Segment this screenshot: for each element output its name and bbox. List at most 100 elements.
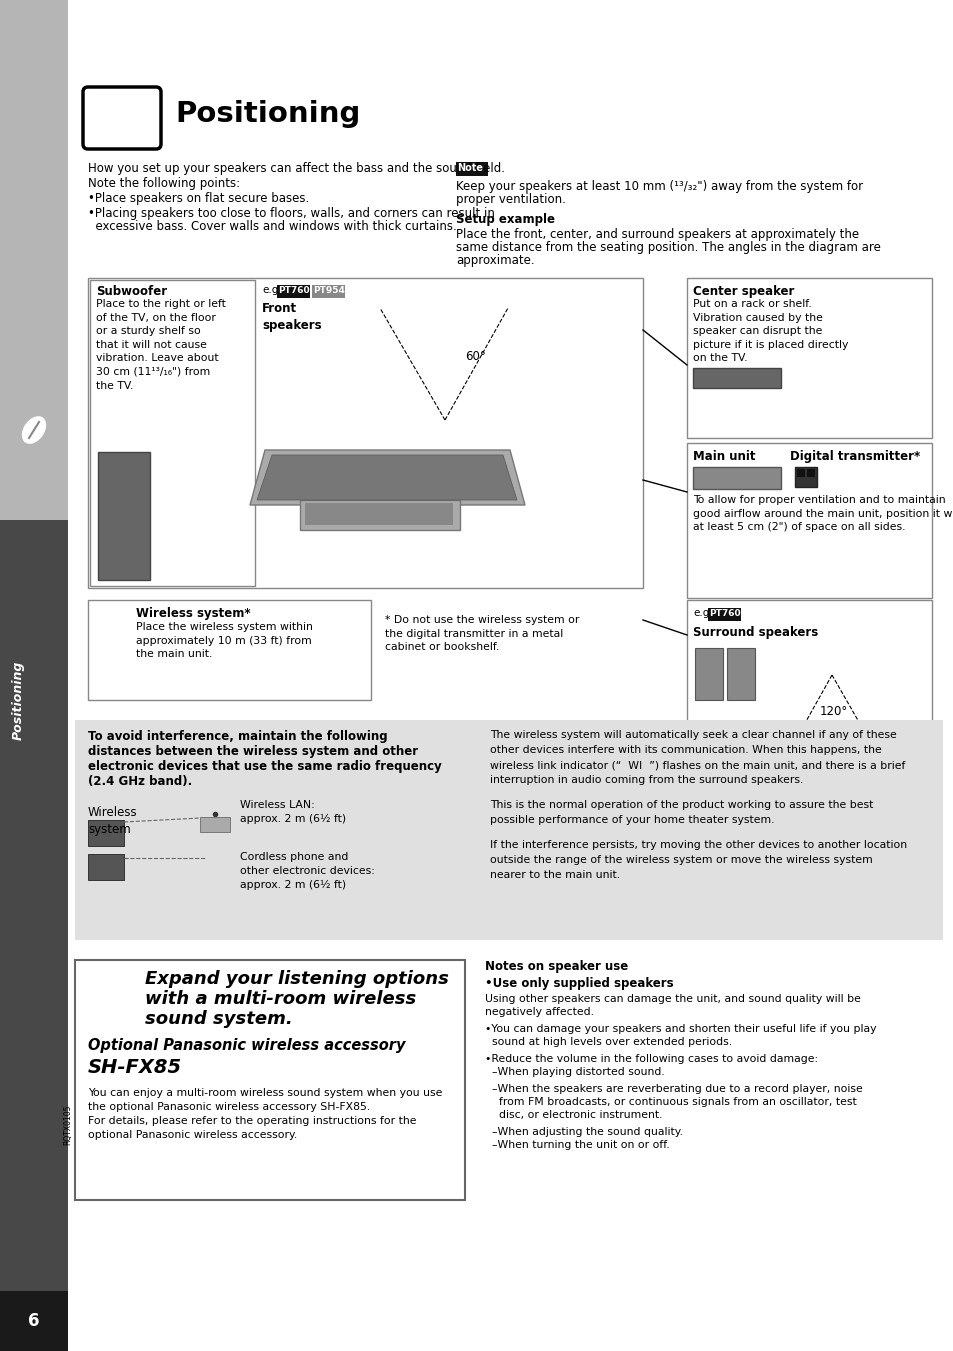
Bar (796, 469, 804, 477)
Text: possible performance of your home theater system.: possible performance of your home theate… (490, 815, 774, 825)
Text: the optional Panasonic wireless accessory SH-FX85.: the optional Panasonic wireless accessor… (88, 1102, 370, 1112)
Text: To avoid interference, maintain the following: To avoid interference, maintain the foll… (88, 730, 387, 743)
Text: The wireless system will automatically seek a clear channel if any of these: The wireless system will automatically s… (490, 730, 896, 740)
Text: For details, please refer to the operating instructions for the: For details, please refer to the operati… (88, 1116, 416, 1125)
Ellipse shape (122, 994, 130, 1001)
Text: interruption in audio coming from the surround speakers.: interruption in audio coming from the su… (490, 775, 802, 785)
Bar (90, 280, 254, 586)
Bar (276, 285, 310, 299)
Text: approximate.: approximate. (456, 254, 534, 267)
Text: How you set up your speakers can affect the bass and the sound field.: How you set up your speakers can affect … (88, 162, 504, 176)
Text: Setup example: Setup example (456, 213, 555, 226)
Bar (98, 453, 150, 580)
Bar (359, 300, 371, 367)
Ellipse shape (869, 746, 883, 761)
Bar (686, 278, 931, 438)
Bar (202, 862, 218, 892)
Text: proper ventilation.: proper ventilation. (456, 193, 565, 205)
Bar (88, 854, 124, 880)
Bar (341, 367, 358, 372)
Text: electronic devices that use the same radio frequency: electronic devices that use the same rad… (88, 761, 441, 773)
Text: If the interference persists, try moving the other devices to another location: If the interference persists, try moving… (490, 840, 906, 850)
Bar (356, 367, 374, 372)
Ellipse shape (21, 416, 47, 444)
Text: Subwoofer: Subwoofer (96, 285, 167, 299)
Text: Main unit: Main unit (692, 450, 755, 463)
Text: PT760: PT760 (708, 609, 740, 617)
Text: Put on a rack or shelf.
Vibration caused by the
speaker can disrupt the
picture : Put on a rack or shelf. Vibration caused… (692, 299, 847, 363)
Text: Notes on speaker use: Notes on speaker use (484, 961, 628, 973)
Text: Front
speakers: Front speakers (262, 303, 321, 332)
Text: Place the front, center, and surround speakers at approximately the: Place the front, center, and surround sp… (456, 228, 859, 240)
Bar (692, 467, 781, 489)
Text: distances between the wireless system and other: distances between the wireless system an… (88, 744, 417, 758)
Bar (806, 469, 814, 477)
Text: RQTX0105: RQTX0105 (64, 1105, 72, 1146)
Text: Wireless LAN:
approx. 2 m (6½ ft): Wireless LAN: approx. 2 m (6½ ft) (240, 800, 346, 824)
Polygon shape (256, 455, 517, 500)
Text: step: step (96, 100, 125, 113)
Text: e.g.: e.g. (692, 608, 712, 617)
Bar (0, 520, 68, 1351)
Bar (345, 300, 355, 367)
Text: same distance from the seating position. The angles in the diagram are: same distance from the seating position.… (456, 240, 880, 254)
Bar (312, 285, 345, 299)
Text: 2: 2 (116, 96, 145, 138)
Text: 60°: 60° (464, 350, 485, 363)
Text: Place to the right or left
of the TV, on the floor
or a sturdy shelf so
that it : Place to the right or left of the TV, on… (96, 299, 226, 390)
Text: Using other speakers can damage the unit, and sound quality will be: Using other speakers can damage the unit… (484, 994, 860, 1004)
FancyBboxPatch shape (83, 86, 161, 149)
Bar (88, 820, 124, 846)
Ellipse shape (91, 636, 129, 663)
Text: –When adjusting the sound quality.: –When adjusting the sound quality. (484, 1127, 682, 1138)
Bar (75, 720, 942, 940)
Text: Place the wireless system within
approximately 10 m (33 ft) from
the main unit.: Place the wireless system within approxi… (136, 621, 313, 659)
Text: SH-FX85: SH-FX85 (88, 1058, 182, 1077)
Text: –When the speakers are reverberating due to a record player, noise: –When the speakers are reverberating due… (484, 1084, 862, 1094)
Text: Surround speakers: Surround speakers (692, 626, 818, 639)
Text: (2.4 GHz band).: (2.4 GHz band). (88, 775, 193, 788)
Bar (726, 648, 754, 700)
Text: Optional Panasonic wireless accessory: Optional Panasonic wireless accessory (88, 1038, 405, 1052)
Polygon shape (250, 450, 524, 505)
Bar (299, 500, 459, 530)
Text: Note the following points:: Note the following points: (88, 177, 240, 190)
Text: •Use only supplied speakers: •Use only supplied speakers (484, 977, 673, 990)
Bar (707, 608, 740, 621)
Text: Keep your speakers at least 10 mm (¹³/₃₂") away from the system for: Keep your speakers at least 10 mm (¹³/₃₂… (456, 180, 862, 193)
Bar (0, 1292, 68, 1351)
Text: Wireless system*: Wireless system* (136, 607, 251, 620)
Bar (692, 367, 781, 388)
Bar (75, 961, 464, 1200)
Text: other devices interfere with its communication. When this happens, the: other devices interfere with its communi… (490, 744, 881, 755)
Text: •Reduce the volume in the following cases to avoid damage:: •Reduce the volume in the following case… (484, 1054, 818, 1065)
Ellipse shape (198, 855, 222, 869)
Text: from FM broadcasts, or continuous signals from an oscillator, test: from FM broadcasts, or continuous signal… (484, 1097, 856, 1106)
Text: This is the normal operation of the product working to assure the best: This is the normal operation of the prod… (490, 800, 872, 811)
Ellipse shape (429, 422, 460, 449)
Ellipse shape (810, 644, 852, 676)
Polygon shape (100, 505, 619, 561)
Text: Digital transmitter*: Digital transmitter* (789, 450, 920, 463)
Bar (88, 600, 371, 700)
Text: optional Panasonic wireless accessory.: optional Panasonic wireless accessory. (88, 1129, 297, 1140)
Text: wireless link indicator (“  WI  ”) flashes on the main unit, and there is a brie: wireless link indicator (“ WI ”) flashes… (490, 761, 904, 770)
Text: Note: Note (456, 163, 482, 173)
Ellipse shape (781, 746, 794, 761)
Text: sound system.: sound system. (145, 1011, 293, 1028)
Ellipse shape (115, 1005, 123, 1012)
Text: excessive bass. Cover walls and windows with thick curtains.: excessive bass. Cover walls and windows … (88, 220, 456, 232)
Bar (200, 817, 230, 832)
Bar (305, 503, 453, 526)
Text: PT954: PT954 (313, 286, 345, 295)
Text: Positioning: Positioning (174, 100, 360, 128)
Text: Expand your listening options: Expand your listening options (145, 970, 449, 988)
Bar (686, 600, 931, 785)
Text: –When turning the unit on or off.: –When turning the unit on or off. (484, 1140, 669, 1150)
Text: •Placing speakers too close to floors, walls, and corners can result in: •Placing speakers too close to floors, w… (88, 207, 495, 220)
Text: * Do not use the wireless system or
the digital transmitter in a metal
cabinet o: * Do not use the wireless system or the … (385, 615, 578, 653)
Text: nearer to the main unit.: nearer to the main unit. (490, 870, 619, 880)
Text: sound at high levels over extended periods.: sound at high levels over extended perio… (484, 1038, 731, 1047)
Text: Positioning: Positioning (11, 661, 25, 740)
Bar (456, 162, 488, 176)
